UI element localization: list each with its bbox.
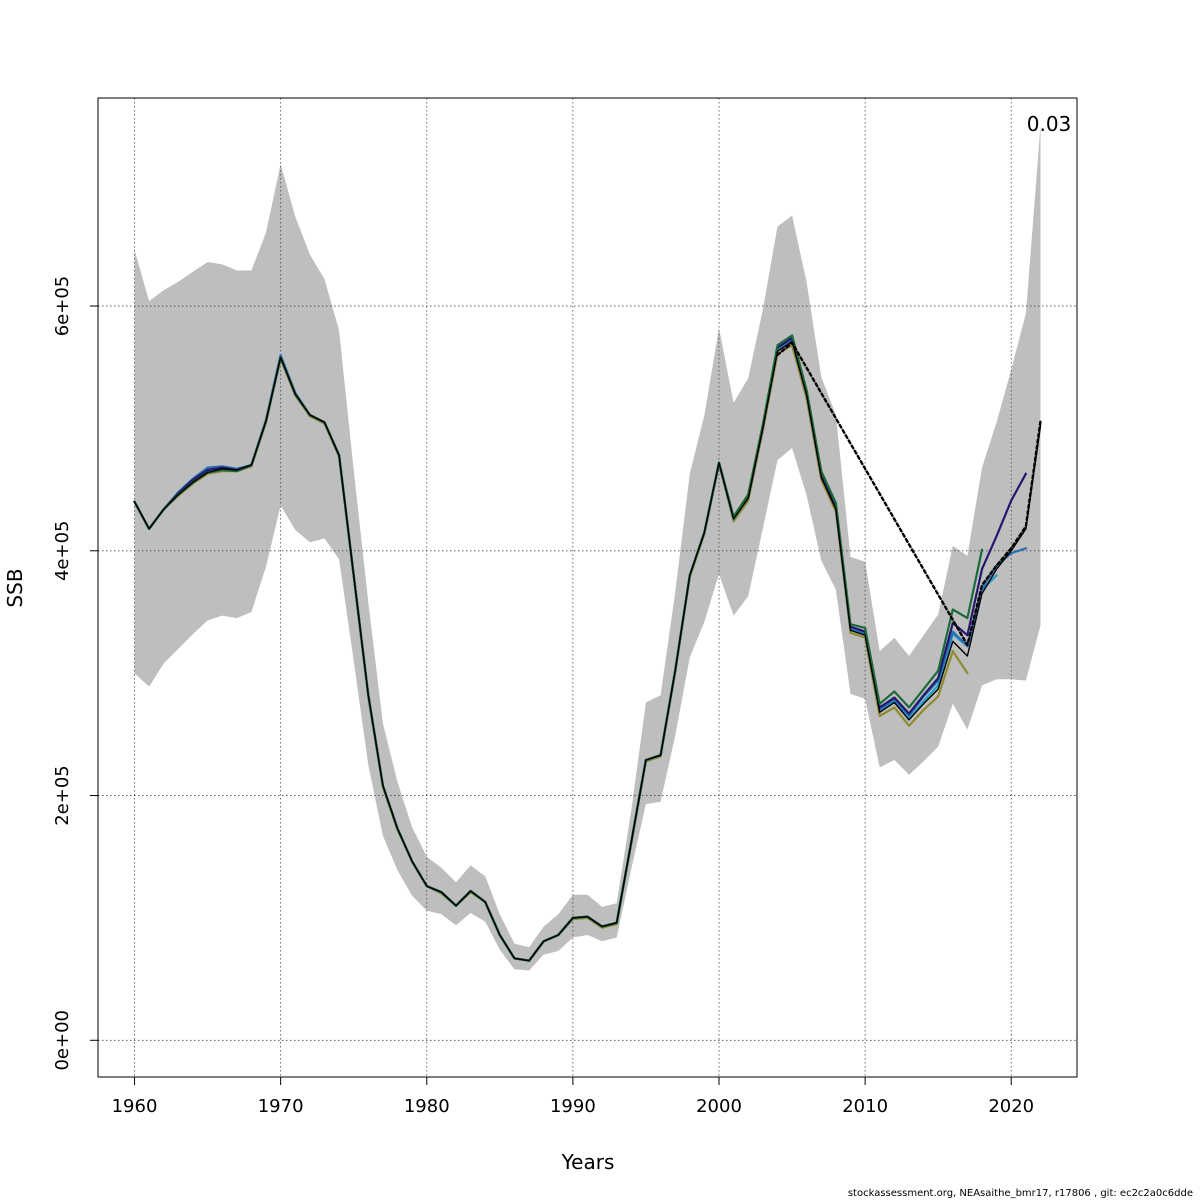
- grid-layer: [98, 98, 1077, 1077]
- y-tick-label: 6e+05: [52, 276, 73, 337]
- plot-frame: [97, 97, 1078, 1078]
- x-axis-title: Years: [561, 1150, 615, 1174]
- series-layer: [133, 334, 1042, 962]
- final-year-annotation: 0.03: [1027, 112, 1072, 136]
- x-tick-label: 2020: [988, 1096, 1034, 1117]
- y-tick-label: 0e+00: [52, 1010, 73, 1071]
- x-tick-label: 1980: [404, 1096, 450, 1117]
- x-tick-label: 2010: [842, 1096, 888, 1117]
- series-line-base: [133, 340, 1042, 962]
- y-tick-label: 4e+05: [52, 521, 73, 582]
- axis-layer: 1960 1970 1980 1990 2000 2010 2020 0e+00 2e+05 4e…: [52, 276, 1034, 1117]
- confidence-band-layer: [134, 126, 1041, 971]
- y-tick-label: 2e+05: [52, 765, 73, 826]
- x-tick-label: 1970: [258, 1096, 304, 1117]
- x-tick-label: 2000: [696, 1096, 742, 1117]
- confidence-band: [134, 126, 1041, 971]
- x-tick-label: 1960: [112, 1096, 158, 1117]
- footer-credit: stockassessment.org, NEAsaithe_bmr17, r1…: [848, 1188, 1193, 1199]
- series-line-base-projection: [776, 341, 1042, 647]
- y-axis-title: SSB: [3, 568, 27, 607]
- x-tick-label: 1990: [550, 1096, 596, 1117]
